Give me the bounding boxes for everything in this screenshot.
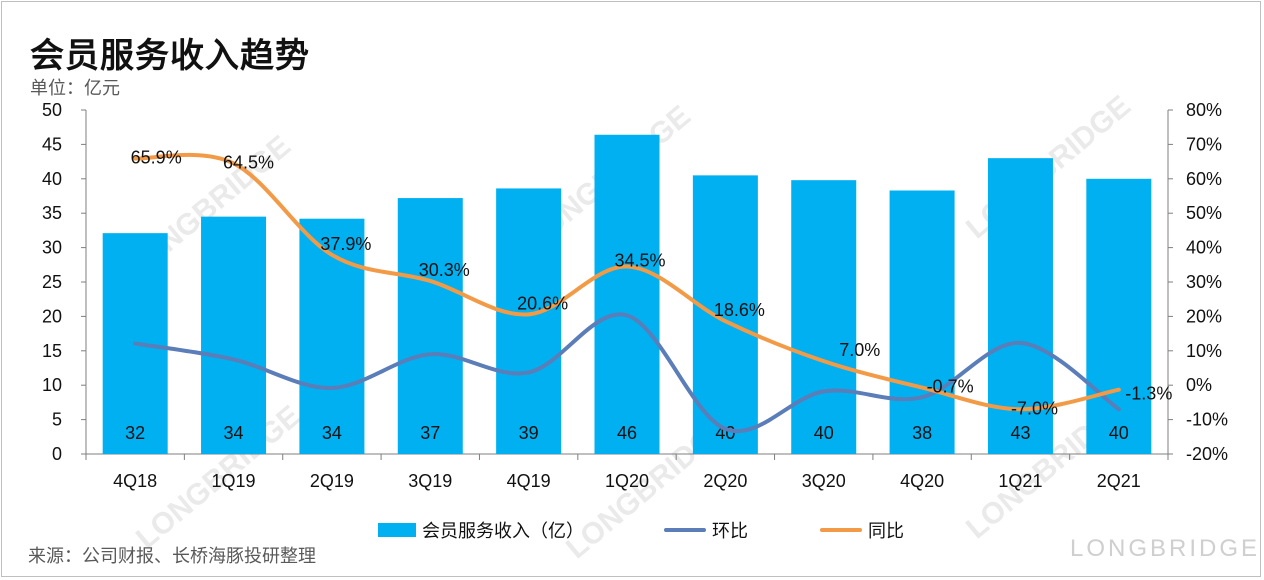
legend-item-yoy: 同比 <box>820 517 904 543</box>
bar <box>397 198 463 454</box>
legend-label-yoy: 同比 <box>868 521 904 541</box>
unit-label: 单位：亿元 <box>30 78 120 98</box>
bar-value-label: 46 <box>617 423 637 443</box>
bar-value-label: 38 <box>912 423 932 443</box>
yoy-data-label: 18.6% <box>714 300 765 320</box>
x-tick-label: 2Q19 <box>310 471 354 491</box>
x-tick-label: 1Q20 <box>605 471 649 491</box>
yoy-data-label: -7.0% <box>1011 398 1058 418</box>
yoy-data-label: 65.9% <box>131 148 182 168</box>
left-tick-label: 35 <box>42 203 62 223</box>
right-tick-label: 0% <box>1186 375 1212 395</box>
right-tick-label: -10% <box>1186 410 1228 430</box>
bar-value-label: 37 <box>420 423 440 443</box>
legend-label-bar: 会员服务收入（亿） <box>422 521 584 541</box>
left-tick-label: 5 <box>52 410 62 430</box>
bar-value-label: 34 <box>322 423 342 443</box>
left-tick-label: 15 <box>42 341 62 361</box>
left-tick-label: 25 <box>42 272 62 292</box>
left-tick-label: 50 <box>42 100 62 120</box>
bar-value-label: 32 <box>125 423 145 443</box>
yoy-data-label: 37.9% <box>320 234 371 254</box>
yoy-data-label: 64.5% <box>223 152 274 172</box>
qoq-line <box>133 312 1121 433</box>
right-tick-label: 20% <box>1186 306 1222 326</box>
right-tick-label: 40% <box>1186 238 1222 258</box>
left-tick-label: 30 <box>42 238 62 258</box>
legend: 会员服务收入（亿） 环比 同比 <box>0 514 1264 544</box>
brand-watermark: LONGBRIDGE <box>1070 535 1261 562</box>
yoy-data-label: 20.6% <box>517 293 568 313</box>
bar-value-label: 43 <box>1010 423 1030 443</box>
bar <box>201 216 267 454</box>
left-tick-label: 10 <box>42 375 62 395</box>
right-tick-label: 80% <box>1186 100 1222 120</box>
bar <box>1086 178 1152 455</box>
yoy-data-label: 7.0% <box>839 340 880 360</box>
bar <box>299 218 365 454</box>
bar-value-label: 39 <box>519 423 539 443</box>
left-tick-label: 40 <box>42 169 62 189</box>
legend-label-qoq: 环比 <box>712 521 748 541</box>
bar <box>987 158 1053 454</box>
bar <box>692 175 758 455</box>
chart-title: 会员服务收入趋势 <box>30 37 310 75</box>
right-tick-label: -20% <box>1186 444 1228 464</box>
x-tick-label: 1Q19 <box>212 471 256 491</box>
x-tick-label: 4Q20 <box>900 471 944 491</box>
x-tick-label: 4Q19 <box>507 471 551 491</box>
x-tick-label: 3Q19 <box>408 471 452 491</box>
right-tick-label: 30% <box>1186 272 1222 292</box>
x-tick-label: 2Q21 <box>1097 471 1141 491</box>
yoy-data-label: 30.3% <box>419 260 470 280</box>
source-note: 来源：公司财报、长桥海豚投研整理 <box>28 546 316 566</box>
legend-item-qoq: 环比 <box>664 517 748 543</box>
left-tick-label: 0 <box>52 444 62 464</box>
legend-swatch-bar <box>378 523 416 537</box>
x-tick-label: 3Q20 <box>802 471 846 491</box>
bar <box>496 188 562 454</box>
x-tick-label: 2Q20 <box>703 471 747 491</box>
x-tick-label: 1Q21 <box>998 471 1042 491</box>
legend-swatch-qoq <box>664 528 706 532</box>
x-tick-label: 4Q18 <box>113 471 157 491</box>
legend-swatch-yoy <box>820 528 862 532</box>
right-tick-label: 10% <box>1186 341 1222 361</box>
legend-item-bar: 会员服务收入（亿） <box>378 517 584 543</box>
right-tick-label: 50% <box>1186 203 1222 223</box>
bar-value-label: 40 <box>1109 423 1129 443</box>
bar-value-label: 34 <box>224 423 244 443</box>
right-tick-label: 60% <box>1186 169 1222 189</box>
yoy-data-label: -1.3% <box>1125 384 1172 404</box>
bar <box>791 180 857 454</box>
left-tick-label: 45 <box>42 134 62 154</box>
bar <box>889 190 955 454</box>
left-tick-label: 20 <box>42 306 62 326</box>
right-tick-label: 70% <box>1186 134 1222 154</box>
bar-value-label: 40 <box>814 423 834 443</box>
bar <box>594 134 660 454</box>
yoy-data-label: 34.5% <box>614 251 665 271</box>
yoy-line <box>133 152 1121 412</box>
yoy-data-label: -0.7% <box>927 377 974 397</box>
